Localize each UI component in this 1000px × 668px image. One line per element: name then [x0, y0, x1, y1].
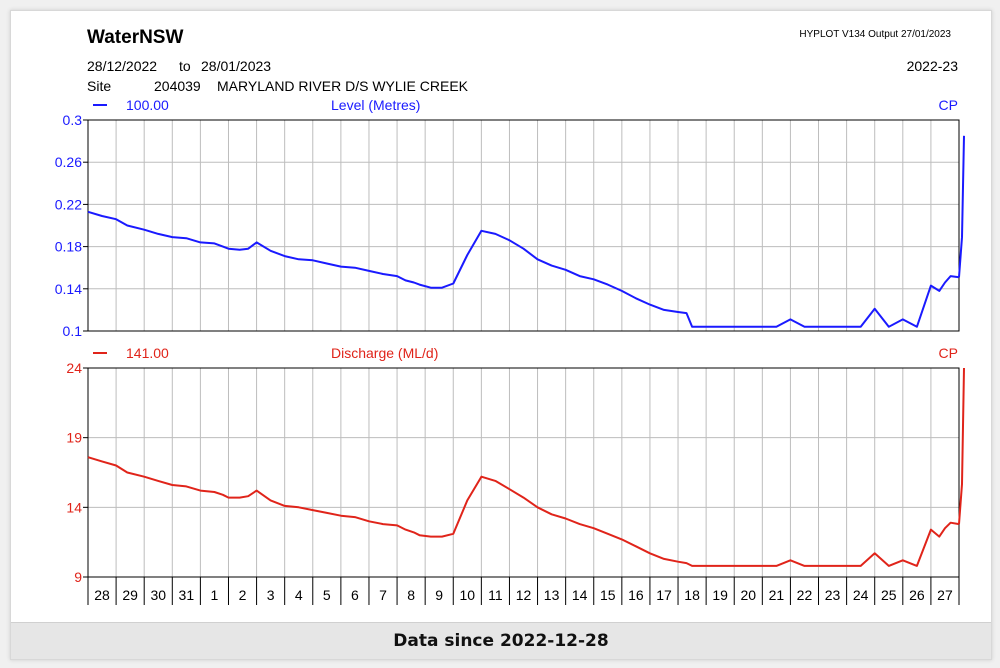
date-to: 28/01/2023: [201, 58, 271, 74]
discharge-ytick-label: 14: [66, 499, 82, 515]
x-tick-label: 22: [797, 587, 813, 603]
x-tick-label: 7: [379, 587, 387, 603]
level-legend-code: 100.00: [126, 97, 169, 113]
water-year: 2022-23: [907, 58, 959, 74]
x-tick-label: 13: [544, 587, 560, 603]
x-tick-label: 9: [435, 587, 443, 603]
discharge-legend-code: 141.00: [126, 345, 169, 361]
level-cp-label: CP: [939, 97, 958, 113]
x-tick-label: 18: [684, 587, 700, 603]
level-panel: 0.3 0.26 0.22 0.18 0.14 0.1: [55, 112, 965, 339]
discharge-rise-segment: [958, 367, 965, 525]
x-tick-label: 16: [628, 587, 644, 603]
x-tick-label: 29: [122, 587, 138, 603]
x-tick-label: 14: [572, 587, 588, 603]
x-tick-label: 8: [407, 587, 415, 603]
discharge-panel: 24 19 14 9: [66, 360, 965, 585]
x-tick-label: 15: [600, 587, 616, 603]
x-tick-label: 10: [460, 587, 476, 603]
discharge-title: Discharge (ML/d): [331, 345, 438, 361]
x-tick-label: 3: [267, 587, 275, 603]
date-to-word: to: [179, 58, 191, 74]
discharge-frame: [87, 367, 960, 578]
site-name: MARYLAND RIVER D/S WYLIE CREEK: [217, 78, 469, 94]
hydrograph-svg: WaterNSW HYPLOT V134 Output 27/01/2023 2…: [55, 27, 965, 605]
x-tick-label: 21: [769, 587, 785, 603]
x-tick-label: 20: [740, 587, 756, 603]
level-series-line: [87, 210, 960, 328]
x-tick-label: 23: [825, 587, 841, 603]
level-ytick-label: 0.14: [55, 281, 82, 297]
hydrograph-card: WaterNSW HYPLOT V134 Output 27/01/2023 2…: [10, 10, 992, 660]
level-ytick-label: 0.1: [63, 323, 83, 339]
x-tick-label: 11: [488, 587, 503, 603]
x-tick-label: 5: [323, 587, 331, 603]
level-ytick-label: 0.18: [55, 239, 82, 255]
x-tick-label: 2: [239, 587, 247, 603]
x-tick-label: 25: [881, 587, 897, 603]
x-tick-label: 1: [211, 587, 219, 603]
x-tick-label: 12: [516, 587, 532, 603]
footer-banner: Data since 2022-12-28: [11, 622, 991, 659]
level-frame: [87, 119, 960, 332]
site-id: 204039: [154, 78, 201, 94]
discharge-series-line: [87, 456, 960, 567]
x-tick-label: 24: [853, 587, 869, 603]
discharge-ytick-label: 9: [74, 569, 82, 585]
level-rise-segment: [958, 135, 965, 278]
x-tick-label: 28: [94, 587, 110, 603]
discharge-cp-label: CP: [939, 345, 958, 361]
footer-text: Data since 2022-12-28: [393, 631, 609, 651]
brand-title: WaterNSW: [87, 27, 183, 48]
site-label: Site: [87, 78, 111, 94]
x-tick-label: 19: [712, 587, 728, 603]
discharge-ytick-label: 19: [66, 430, 82, 446]
x-tick-label: 17: [656, 587, 672, 603]
x-tick-label: 4: [295, 587, 303, 603]
x-axis: 28 29 30 31 1 2 3 4 5 6 7 8 9 10 11 12 13 14 15 16 17 18 19 20 2…: [87, 577, 960, 605]
plot-info: HYPLOT V134 Output 27/01/2023: [799, 29, 951, 40]
x-tick-label: 6: [351, 587, 359, 603]
x-tick-label: 26: [909, 587, 925, 603]
x-tick-label: 30: [150, 587, 166, 603]
level-title: Level (Metres): [331, 97, 420, 113]
date-from: 28/12/2022: [87, 58, 157, 74]
level-ytick-label: 0.22: [55, 196, 82, 212]
discharge-ytick-label: 24: [66, 360, 82, 376]
x-tick-label: 27: [937, 587, 953, 603]
x-tick-label: 31: [179, 587, 195, 603]
level-ytick-label: 0.3: [63, 112, 83, 128]
level-ytick-label: 0.26: [55, 154, 82, 170]
